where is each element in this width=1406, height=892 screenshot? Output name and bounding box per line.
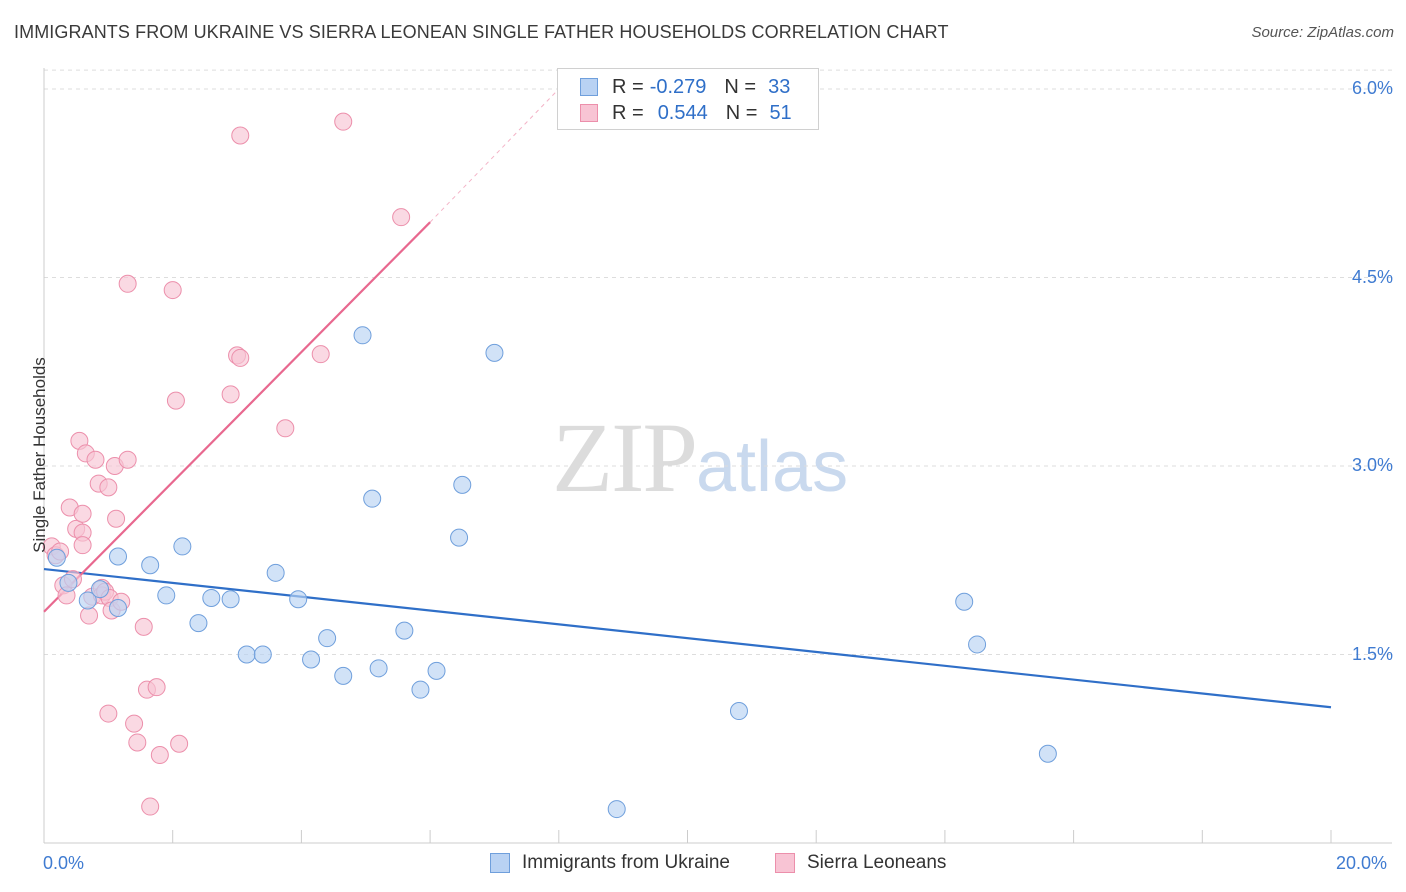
correlation-legend: R = -0.279 N = 33 R = 0.544 N = 51: [557, 68, 819, 130]
sierra-point-42: [231, 126, 250, 145]
y-tick-label-0: 1.5%: [1351, 643, 1393, 664]
trend-line-0: [43, 567, 1332, 709]
sierra-point-38: [170, 734, 189, 753]
sierra-point-37: [166, 391, 185, 410]
sierra-point-45: [334, 112, 353, 131]
bottom-legend-label-sierra: Sierra Leoneans: [807, 852, 947, 873]
data-points: [42, 112, 1057, 819]
legend-swatch-pink: [580, 104, 598, 122]
y-tick-label-1: 3.0%: [1351, 455, 1393, 475]
sierra-point-13: [80, 606, 99, 625]
ukraine-point-30: [955, 592, 974, 611]
ukraine-point-24: [427, 661, 446, 680]
ukraine-point-17: [318, 629, 337, 648]
sierra-point-29: [125, 714, 144, 733]
zipatlas-watermark: ZIPatlas: [552, 400, 848, 515]
ukraine-point-10: [202, 588, 221, 607]
legend-r-label-2: R =: [612, 101, 644, 124]
ukraine-point-20: [363, 489, 382, 508]
ukraine-point-25: [450, 528, 469, 547]
sierra-point-28: [118, 274, 137, 293]
x-tick-label-max: 20.0%: [1336, 853, 1388, 873]
bottom-legend-swatch-blue: [490, 853, 510, 873]
watermark-zip: ZIP: [552, 402, 698, 513]
ukraine-point-12: [237, 645, 256, 664]
legend-n-value-1: 33: [768, 75, 791, 98]
chart-source: Source: ZipAtlas.com: [1251, 24, 1394, 41]
ukraine-point-23: [411, 680, 430, 699]
ukraine-point-6: [141, 556, 160, 575]
sierra-point-30: [128, 733, 147, 752]
legend-r-label-1: R =: [612, 75, 644, 98]
legend-n-label-2: N =: [725, 101, 758, 124]
ukraine-point-29: [729, 702, 748, 721]
ukraine-point-21: [369, 659, 388, 678]
watermark-atlas: atlas: [696, 427, 849, 507]
trend-line-extension-1: [429, 88, 560, 223]
chart-title: IMMIGRANTS FROM UKRAINE VS SIERRA LEONEA…: [14, 22, 949, 42]
ukraine-point-27: [485, 343, 504, 362]
legend-r-value-1: -0.279: [649, 75, 707, 98]
ukraine-point-22: [395, 621, 414, 640]
ukraine-point-26: [453, 475, 472, 494]
y-tick-label-2: 4.5%: [1351, 266, 1393, 287]
sierra-point-25: [107, 509, 126, 528]
ukraine-point-11: [221, 590, 240, 609]
legend-n-value-2: 51: [769, 101, 792, 124]
ukraine-point-32: [1038, 744, 1057, 763]
ukraine-point-8: [173, 537, 192, 556]
sierra-point-20: [99, 478, 118, 497]
trend-lines: [43, 88, 1332, 709]
ukraine-point-31: [968, 635, 987, 654]
bottom-legend-ukraine: Immigrants from Ukraine: [490, 852, 730, 874]
ukraine-point-7: [157, 586, 176, 605]
ukraine-point-16: [302, 650, 321, 669]
sierra-point-43: [276, 419, 295, 438]
ukraine-point-2: [78, 591, 97, 610]
sierra-point-46: [392, 208, 411, 227]
y-axis-label: Single Father Households: [30, 357, 49, 553]
legend-row-sierra: R = 0.544 N = 51: [580, 100, 792, 126]
ukraine-point-5: [109, 547, 128, 566]
ukraine-point-18: [334, 666, 353, 685]
axes: [43, 68, 1392, 844]
sierra-point-22: [99, 704, 118, 723]
sierra-point-36: [163, 281, 182, 300]
ukraine-point-28: [607, 800, 626, 819]
ukraine-point-14: [266, 563, 285, 582]
bottom-legend-sierra: Sierra Leoneans: [775, 852, 946, 874]
sierra-point-31: [134, 617, 153, 636]
trend-line-1: [43, 221, 431, 613]
legend-r-value-2: 0.544: [657, 101, 708, 124]
sierra-point-41: [231, 348, 250, 367]
legend-swatch-blue: [580, 78, 598, 96]
ukraine-point-4: [109, 599, 128, 618]
sierra-point-15: [86, 450, 105, 469]
ukraine-point-9: [189, 614, 208, 633]
bottom-legend-label-ukraine: Immigrants from Ukraine: [522, 852, 730, 873]
ukraine-point-3: [90, 580, 109, 599]
ukraine-point-1: [59, 573, 78, 592]
sierra-point-39: [221, 385, 240, 404]
ukraine-point-13: [253, 645, 272, 664]
ukraine-point-0: [47, 548, 66, 567]
x-tick-label-min: 0.0%: [43, 853, 85, 873]
ukraine-point-15: [289, 590, 308, 609]
legend-n-label-1: N =: [724, 75, 757, 98]
sierra-point-33: [141, 797, 160, 816]
y-tick-label-3: 6.0%: [1351, 78, 1393, 98]
sierra-point-10: [73, 504, 92, 523]
legend-row-ukraine: R = -0.279 N = 33: [580, 74, 790, 100]
sierra-point-34: [147, 678, 166, 697]
sierra-point-44: [311, 345, 330, 364]
sierra-point-11: [73, 536, 92, 555]
ukraine-point-19: [353, 326, 372, 345]
sierra-point-27: [118, 450, 137, 469]
sierra-point-35: [150, 746, 169, 765]
bottom-legend-swatch-pink: [775, 853, 795, 873]
